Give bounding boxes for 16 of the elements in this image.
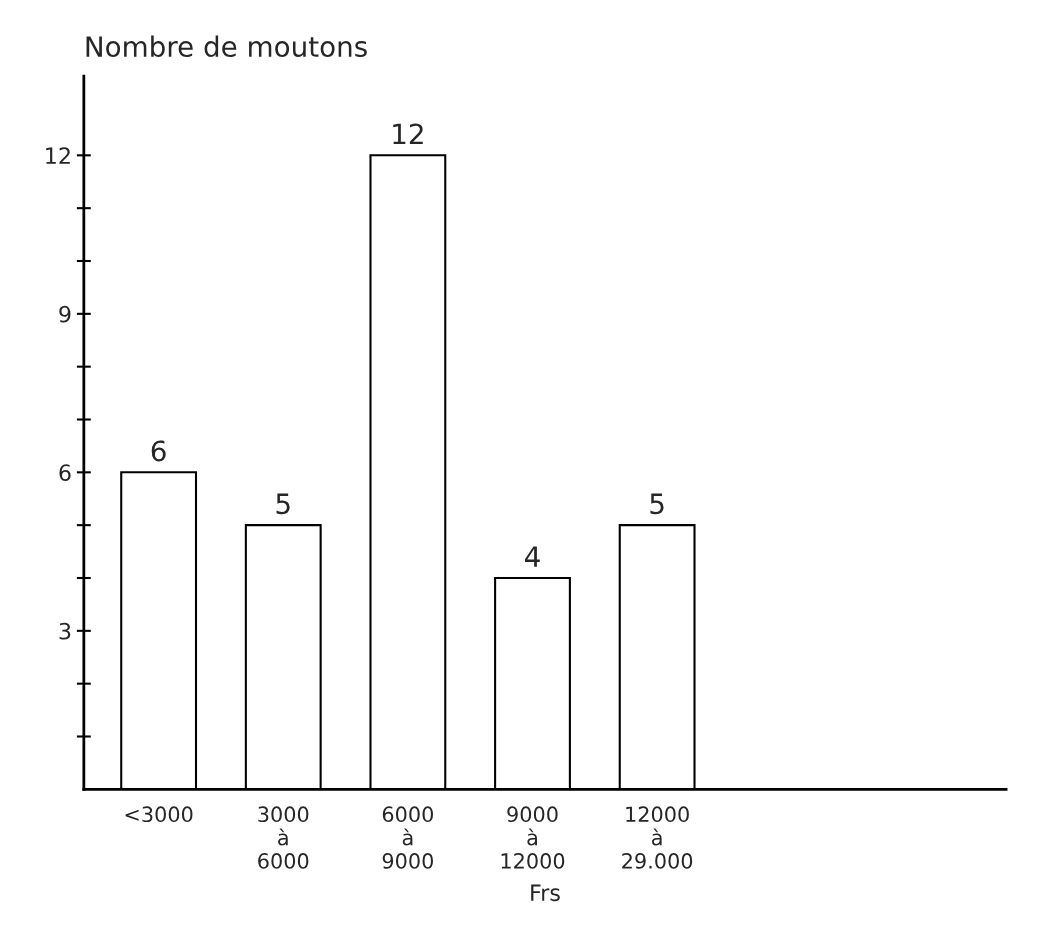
- data-label: 5: [276, 493, 290, 515]
- y-tick-label: 9: [59, 305, 71, 323]
- x-axis-title: Frs: [531, 884, 560, 902]
- x-tick-label: <3000: [125, 806, 193, 823]
- y-tick-label: 12: [46, 147, 70, 164]
- x-tick-label: 12000 à 29.000: [622, 806, 693, 869]
- x-tick-label: 6000 à 9000: [382, 806, 433, 869]
- data-label: 5: [650, 493, 664, 515]
- y-axis-title: Nombre de moutons: [86, 35, 367, 58]
- data-label: 12: [393, 123, 423, 144]
- x-tick-label: 9000 à 12000: [501, 806, 565, 869]
- x-tick-label: 3000 à 6000: [258, 806, 309, 869]
- y-tick-label: 3: [59, 622, 71, 640]
- data-label: 4: [525, 546, 540, 567]
- data-label: 6: [151, 440, 166, 462]
- y-tick-label: 6: [59, 464, 71, 482]
